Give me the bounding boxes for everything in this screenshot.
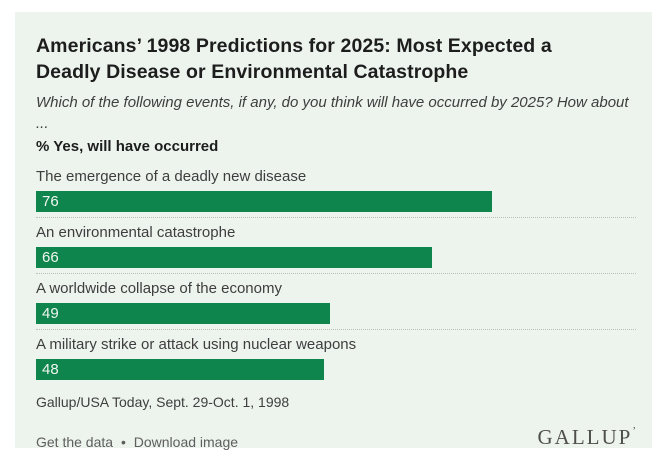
bar-category-label: An environmental catastrophe xyxy=(36,224,236,241)
bar: 48 xyxy=(36,359,324,380)
bar: 49 xyxy=(36,303,330,324)
bar-row: A worldwide collapse of the economy 49 xyxy=(36,281,636,330)
bar-row: An environmental catastrophe 66 xyxy=(36,225,636,274)
bar-value-label: 49 xyxy=(42,305,59,322)
gallup-logo: GALLUP’ xyxy=(537,425,636,450)
chart-subtitle: Which of the following events, if any, d… xyxy=(36,94,629,132)
bar-category-label: The emergence of a deadly new disease xyxy=(36,168,307,185)
footer-link-separator: • xyxy=(120,433,126,450)
source-line: Gallup/USA Today, Sept. 29-Oct. 1, 1998 xyxy=(36,394,290,410)
bar-track: 49 xyxy=(36,303,636,324)
bar-value-label: 48 xyxy=(42,361,59,378)
bar: 66 xyxy=(36,247,432,268)
bar-track: 48 xyxy=(36,359,636,380)
bar-value-label: 76 xyxy=(42,193,59,210)
chart-title: Americans’ 1998 Predictions for 2025: Mo… xyxy=(36,35,552,83)
bar-row: The emergence of a deadly new disease 76 xyxy=(36,169,636,218)
footer: Get the data • Download image GALLUP’ xyxy=(36,425,636,454)
bar-track: 76 xyxy=(36,191,636,212)
bar-chart: The emergence of a deadly new disease 76… xyxy=(36,169,636,380)
bar-category-label: A military strike or attack using nuclea… xyxy=(36,336,357,353)
bar-category-label: A worldwide collapse of the economy xyxy=(36,280,282,297)
chart-card: Americans’ 1998 Predictions for 2025: Mo… xyxy=(15,12,652,450)
row-divider xyxy=(36,329,636,330)
bar-row: A military strike or attack using nuclea… xyxy=(36,337,636,380)
measure-label: % Yes, will have occurred xyxy=(36,138,219,155)
gallup-logo-text: GALLUP xyxy=(537,425,633,449)
get-the-data-link[interactable]: Get the data xyxy=(36,433,114,450)
gallup-logo-trademark: ’ xyxy=(632,425,636,437)
row-divider xyxy=(36,273,636,274)
bar-track: 66 xyxy=(36,247,636,268)
download-image-link[interactable]: Download image xyxy=(133,433,239,450)
footer-links: Get the data • Download image xyxy=(36,434,238,450)
row-divider xyxy=(36,217,636,218)
bar-value-label: 66 xyxy=(42,249,59,266)
bar: 76 xyxy=(36,191,492,212)
